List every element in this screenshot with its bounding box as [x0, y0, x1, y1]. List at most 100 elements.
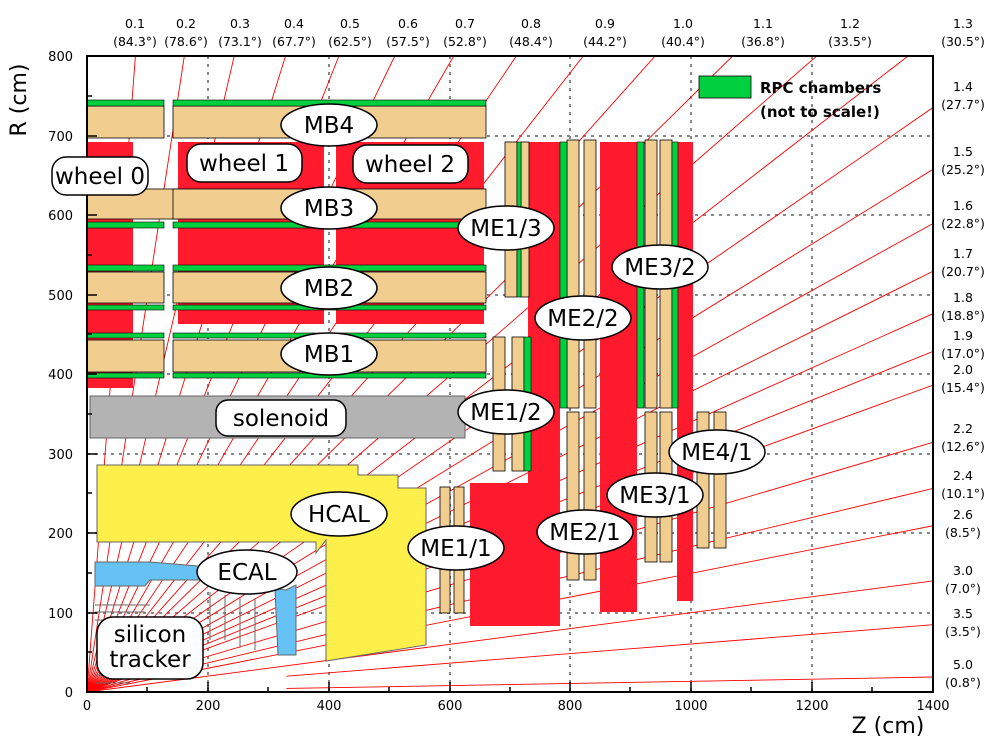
eta-right-angle: (27.7°): [941, 97, 985, 112]
me41-label: ME4/1: [681, 440, 752, 466]
eta-top-value: 0.2: [176, 16, 196, 31]
label-bubbles: MB4 MB3 MB2 MB1 wheel 0 wheel 1 wheel 2 …: [51, 103, 766, 680]
eta-line: [286, 624, 933, 677]
wheel0-label: wheel 0: [55, 164, 145, 190]
me31-label: ME3/1: [619, 483, 690, 509]
x-tick-label: 1000: [674, 699, 707, 714]
y-tick-label: 800: [48, 50, 73, 65]
eta-right-value: 2.2: [953, 421, 973, 436]
hcal-bubble: [290, 491, 388, 537]
mb2-bubble: [280, 266, 378, 310]
me31-bubble: [606, 472, 704, 518]
eta-right-angle: (3.5°): [945, 624, 981, 639]
mb1-label: MB1: [304, 342, 354, 368]
y-tick-label: 300: [48, 448, 73, 463]
eta-top-value: 1.3: [953, 16, 973, 31]
eta-right-value: 1.9: [953, 328, 973, 343]
me22-bubble: [534, 295, 632, 341]
mb4-bubble: [280, 103, 378, 147]
eta-top-value: 0.6: [398, 16, 418, 31]
eta-top-value: 0.5: [340, 16, 360, 31]
x-tick-label: 600: [438, 699, 463, 714]
tracker-label-line2: tracker: [109, 647, 191, 673]
eta-top-value: 0.1: [125, 16, 145, 31]
eta-right-angle: (12.6°): [941, 439, 985, 454]
wheel2-bubble: [352, 144, 469, 184]
me32-bubble: [611, 244, 709, 290]
wheel1-label: wheel 1: [199, 151, 289, 177]
wheel2-label: wheel 2: [365, 152, 455, 178]
x-axis-title: Z (cm): [852, 714, 925, 739]
x-tick-label: 0: [83, 699, 91, 714]
ecal-bubble: [196, 549, 298, 595]
x-ticks: [146, 682, 873, 692]
eta-right-angle: (18.8°): [941, 308, 985, 323]
ecal-label: ECAL: [217, 560, 276, 586]
tracker-bubble: [96, 616, 204, 680]
eta-top-angle: (84.3°): [113, 34, 157, 49]
mb3-label: MB3: [304, 196, 354, 222]
hcal-label: HCAL: [308, 502, 370, 528]
me12-bubble: [457, 389, 555, 435]
eta-top-value: 0.8: [521, 16, 541, 31]
tracker-label-line1: silicon: [114, 622, 186, 648]
mb3-bubble: [280, 186, 378, 230]
me32-label: ME3/2: [624, 255, 695, 281]
eta-top-angle: (48.4°): [509, 34, 553, 49]
y-axis-title: R (cm): [7, 64, 32, 137]
eta-right-value: 1.5: [953, 144, 973, 159]
mb2-label: MB2: [304, 276, 354, 302]
eta-line: [87, 270, 933, 692]
eta-top-labels: 0.1 (84.3°) 0.2 (78.6°) 0.3 (73.1°) 0.4 …: [113, 16, 985, 49]
y-tick-label: 200: [48, 527, 73, 542]
me22-label: ME2/2: [547, 306, 618, 332]
mb1-bubble: [280, 332, 378, 376]
eta-right-value: 1.7: [953, 246, 973, 261]
solenoid-bubble: [215, 399, 347, 437]
x-tick-label: 800: [558, 699, 583, 714]
eta-top-angle: (67.7°): [272, 34, 316, 49]
eta-right-angle: (25.2°): [941, 162, 985, 177]
legend-note: (not to scale!): [760, 103, 880, 121]
eta-right-angle: (15.4°): [941, 380, 985, 395]
x-tick-label: 400: [317, 699, 342, 714]
eta-right-angle: (7.0°): [945, 581, 981, 596]
eta-right-value: 1.6: [953, 198, 973, 213]
legend: RPC chambers (not to scale!): [698, 75, 881, 121]
eta-top-angle: (57.5°): [386, 34, 430, 49]
me41-bubble: [668, 429, 766, 475]
eta-right-labels: 1.4 (27.7°) 1.5 (25.2°) 1.6 (22.8°) 1.7 …: [941, 79, 985, 690]
eta-line: [286, 676, 933, 689]
eta-right-value: 1.8: [953, 290, 973, 305]
me21-label: ME2/1: [549, 520, 620, 546]
me13-bubble: [457, 205, 555, 251]
eta-top-angle: (30.5°): [941, 34, 985, 49]
legend-rpc-swatch: [698, 75, 752, 99]
y-tick-label: 0: [65, 686, 73, 701]
y-tick-label: 100: [48, 607, 73, 622]
eta-top-angle: (36.8°): [741, 34, 785, 49]
eta-top-value: 1.1: [753, 16, 773, 31]
eta-top-angle: (44.2°): [583, 34, 627, 49]
solenoid-label: solenoid: [233, 406, 329, 432]
eta-right-value: 1.4: [953, 79, 973, 94]
me12-label: ME1/2: [470, 400, 541, 426]
eta-top-angle: (40.4°): [661, 34, 705, 49]
eta-right-angle: (20.7°): [941, 264, 985, 279]
y-tick-label: 400: [48, 368, 73, 383]
eta-right-value: 2.6: [953, 507, 973, 522]
eta-right-angle: (8.5°): [945, 525, 981, 540]
eta-top-value: 1.0: [673, 16, 693, 31]
eta-top-angle: (62.5°): [328, 34, 372, 49]
legend-title: RPC chambers: [760, 79, 881, 97]
eta-line: [87, 580, 933, 692]
eta-top-value: 0.3: [230, 16, 250, 31]
x-tick-label: 1200: [795, 699, 828, 714]
x-tick-label: 1400: [916, 699, 949, 714]
eta-top-value: 0.9: [595, 16, 615, 31]
mb4-label: MB4: [304, 113, 354, 139]
eta-right-angle: (0.8°): [945, 675, 981, 690]
eta-top-value: 0.4: [284, 16, 304, 31]
me21-bubble: [536, 509, 634, 555]
